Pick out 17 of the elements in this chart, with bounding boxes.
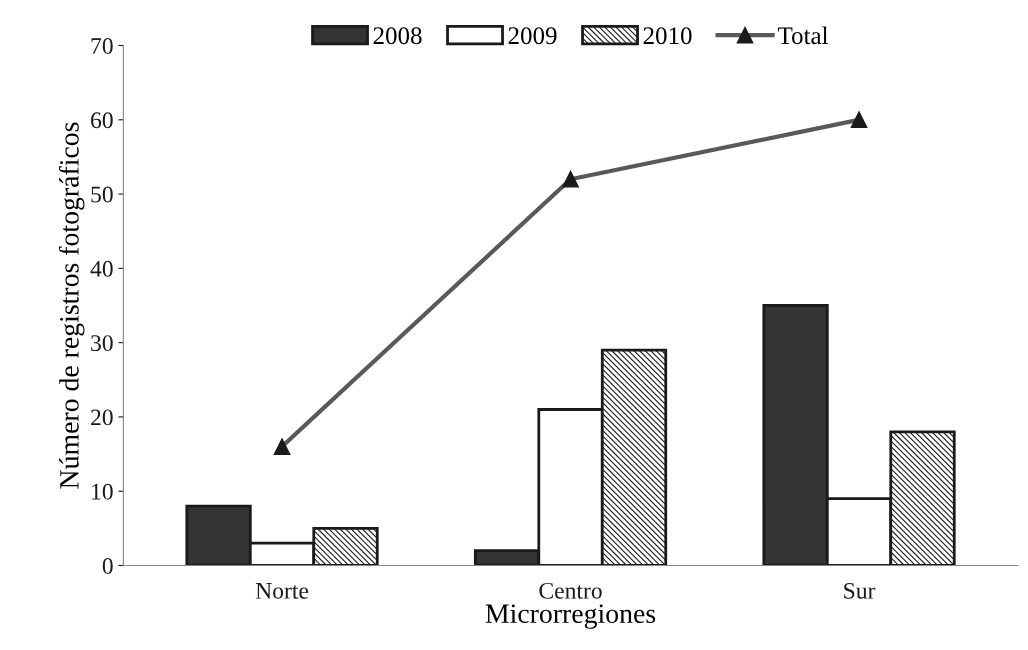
y-tick-label: 20 <box>91 409 113 426</box>
legend-label: Total <box>777 26 829 45</box>
legend-label: 2009 <box>508 27 557 45</box>
x-tick-label: Centro <box>539 582 602 599</box>
y-tick-label: 40 <box>90 260 113 277</box>
x-axis-title: Microrregiones <box>485 604 656 629</box>
y-tick-label: 30 <box>91 335 113 352</box>
y-tick-label: 10 <box>92 483 113 500</box>
y-tick-label: 50 <box>91 186 113 203</box>
y-tick-label: 70 <box>91 37 113 54</box>
x-tick-label: Norte <box>255 583 309 599</box>
legend-label: 2010 <box>643 27 692 45</box>
y-axis-title: Número de registros fotográficos <box>58 122 85 489</box>
legend-label: 2008 <box>373 27 422 45</box>
y-tick-label: 0 <box>102 557 113 574</box>
y-tick-label: 60 <box>91 112 113 129</box>
x-tick-label: Sur <box>844 582 876 599</box>
